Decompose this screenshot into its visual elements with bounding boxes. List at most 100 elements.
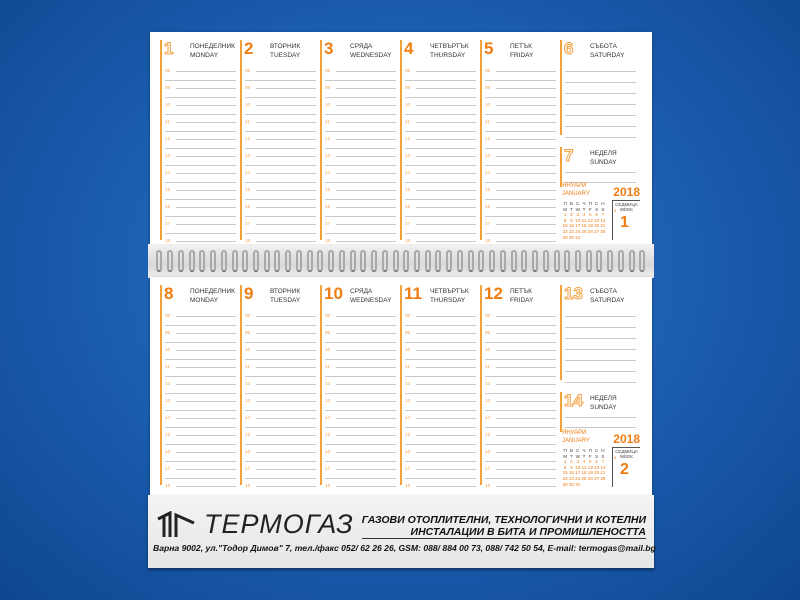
half-hour-line [325, 324, 396, 326]
day-name-en: WEDNESDAY [350, 297, 392, 304]
hour-line [496, 190, 556, 191]
date-row: 15 16 17 18 19 20 21 [562, 223, 606, 229]
hour-line [256, 156, 316, 157]
half-hour-line [485, 392, 556, 394]
half-hour-line [165, 164, 236, 166]
day-name-bg: ПЕТЪК [510, 288, 532, 295]
half-hour-line [325, 409, 396, 411]
date-cell: 6 [595, 212, 598, 218]
half-hour-line [245, 130, 316, 132]
day-number: 6 [563, 39, 574, 58]
day-name: ПЕТЪК FRIDAY [510, 42, 533, 60]
hour-label: 16 [485, 204, 491, 209]
weekday-label: С [576, 201, 580, 206]
half-hour-line [325, 164, 396, 166]
half-hour-line [165, 392, 236, 394]
day-column: 5 ПЕТЪК FRIDAY 08 09 10 11 12 13 14 15 16 17 18 [480, 40, 558, 243]
hour-label: 14 [325, 170, 331, 175]
day-number: 11 [404, 284, 422, 303]
hour-label: 15 [485, 432, 491, 437]
hour-line [496, 71, 556, 72]
hour-label: 11 [405, 364, 410, 369]
date-cell: 7 [601, 212, 605, 218]
hour-line [256, 190, 316, 191]
date-cell: 1 [563, 212, 567, 218]
half-hour-line [485, 232, 556, 234]
hour-label: 17 [245, 221, 251, 226]
spiral-coil [403, 250, 410, 272]
hour-line [176, 367, 236, 368]
hour-label: 09 [485, 330, 491, 335]
hour-label: 08 [485, 68, 491, 73]
spiral-coil [628, 250, 635, 272]
month-grid: П В С Ч П С Н M T W T F S S 1 2 3 4 5 6 7 8 9 10 11 12 13 14 15 16 17 1… [562, 448, 606, 487]
hour-line [176, 88, 236, 89]
half-hour-line [405, 147, 476, 149]
hour-line [496, 224, 556, 225]
hour-line [176, 207, 236, 208]
day-name: НЕДЕЛЯ SUNDAY [590, 149, 617, 167]
year: 2018 [613, 185, 640, 199]
hour-label: 14 [485, 170, 491, 175]
note-line [565, 371, 636, 372]
note-line [565, 417, 636, 418]
day-name-en: SUNDAY [590, 159, 617, 166]
hour-label: 17 [485, 466, 491, 471]
hour-label: 10 [485, 102, 491, 107]
date-cell: 2 [570, 459, 573, 465]
hour-line [496, 367, 556, 368]
hour-line [416, 190, 476, 191]
hour-label: 10 [165, 102, 171, 107]
hour-line [336, 435, 396, 436]
month-name-bg: ЯНУАРИ [562, 430, 587, 436]
weekday-label: M [563, 206, 568, 212]
spiral-coil [317, 250, 324, 272]
half-hour-line [405, 375, 476, 377]
date-cell: 1 [563, 459, 567, 465]
day-name-bg: СЪБОТА [590, 43, 617, 50]
hour-line [336, 241, 396, 242]
hour-label: 09 [485, 85, 491, 90]
date-cell: 24 [575, 228, 581, 234]
day-number: 4 [404, 39, 414, 58]
hour-label: 14 [405, 415, 411, 420]
week-box: СЕДМИЦА WEEK [612, 200, 640, 240]
half-hour-line [245, 460, 316, 462]
day-name: СРЯДА WEDNESDAY [350, 42, 391, 60]
hour-label: 12 [485, 381, 491, 386]
hour-label: 09 [245, 85, 251, 90]
hour-line [416, 418, 476, 419]
day-name: ВТОРНИК TUESDAY [270, 42, 300, 60]
hour-line [336, 224, 396, 225]
day-number: 1 [163, 39, 174, 58]
hour-line [176, 401, 236, 402]
month-name-en: JANUARY [562, 191, 590, 197]
hour-line [176, 71, 236, 72]
hour-label: 09 [165, 330, 171, 335]
week-marker: * [614, 457, 617, 463]
half-hour-line [165, 409, 236, 411]
note-line [565, 427, 636, 428]
spiral-coil [532, 250, 539, 272]
hour-label: 16 [325, 204, 331, 209]
day-column: 9 ВТОРНИК TUESDAY 08 09 10 11 12 13 14 15 16 17 18 [240, 285, 318, 488]
date-cell: 28 [600, 228, 606, 234]
date-row: 15 16 17 18 19 20 21 [562, 470, 606, 476]
half-hour-line [245, 232, 316, 234]
day-name-bg: ВТОРНИК [270, 288, 301, 295]
hour-line [336, 350, 396, 351]
date-cell: 16 [568, 223, 574, 229]
hour-label: 12 [245, 381, 251, 386]
weekday-label: С [594, 201, 599, 206]
hour-line [336, 469, 396, 470]
hour-label: 15 [485, 187, 491, 192]
hour-label: 13 [245, 153, 251, 158]
half-hour-line [405, 232, 476, 234]
weekday-label: Н [601, 448, 605, 453]
day-name-en: WEDNESDAY [350, 52, 392, 59]
day-name-en: TUESDAY [270, 297, 301, 304]
date-cell: 19 [587, 223, 593, 229]
week-label-en: WEEK [619, 207, 634, 212]
hour-line [336, 71, 396, 72]
hour-label: 17 [405, 466, 411, 471]
